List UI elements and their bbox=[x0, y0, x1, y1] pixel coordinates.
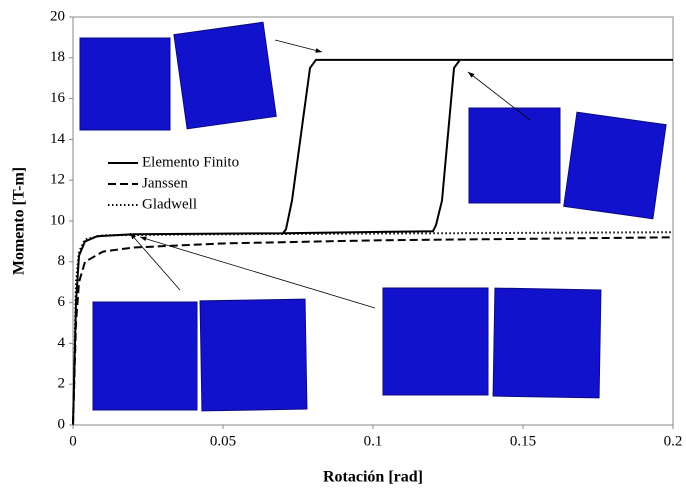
y-tick-label: 18 bbox=[50, 49, 65, 65]
x-tick-label: 0.1 bbox=[364, 433, 383, 449]
y-tick-label: 20 bbox=[50, 8, 65, 24]
chart: Elemento Finito Janssen Gladwell Rotación … bbox=[0, 0, 686, 493]
block-image bbox=[200, 299, 307, 411]
y-tick-label: 10 bbox=[50, 212, 65, 228]
y-tick-label: 14 bbox=[50, 131, 66, 147]
annotation-arrow bbox=[275, 40, 322, 52]
x-axis-title: Rotación [rad] bbox=[323, 469, 423, 486]
block-image bbox=[383, 288, 488, 395]
y-tick-label: 0 bbox=[58, 416, 66, 432]
legend-label: Janssen bbox=[142, 175, 188, 191]
x-tick-label: 0.15 bbox=[510, 433, 536, 449]
block-image bbox=[493, 288, 601, 398]
y-axis-title: Momento [T-m] bbox=[11, 167, 28, 275]
deformation-images bbox=[80, 22, 666, 411]
block-image bbox=[93, 302, 197, 410]
y-tick-label: 16 bbox=[50, 90, 66, 106]
block-image bbox=[174, 22, 276, 129]
block-image bbox=[80, 38, 170, 130]
legend-label: Gladwell bbox=[142, 196, 197, 212]
y-tick-label: 6 bbox=[58, 294, 66, 310]
x-tick-label: 0.05 bbox=[210, 433, 236, 449]
annotation-arrow bbox=[140, 237, 375, 308]
y-tick-label: 12 bbox=[50, 172, 65, 188]
y-tick-label: 4 bbox=[58, 335, 66, 351]
x-tick-label: 0 bbox=[69, 433, 77, 449]
legend: Elemento Finito Janssen Gladwell bbox=[108, 154, 239, 212]
y-tick-label: 8 bbox=[58, 253, 66, 269]
block-image bbox=[469, 108, 560, 203]
legend-label: Elemento Finito bbox=[142, 154, 239, 170]
block-image bbox=[564, 112, 666, 219]
x-tick-label: 0.2 bbox=[664, 433, 683, 449]
y-tick-label: 2 bbox=[58, 376, 66, 392]
